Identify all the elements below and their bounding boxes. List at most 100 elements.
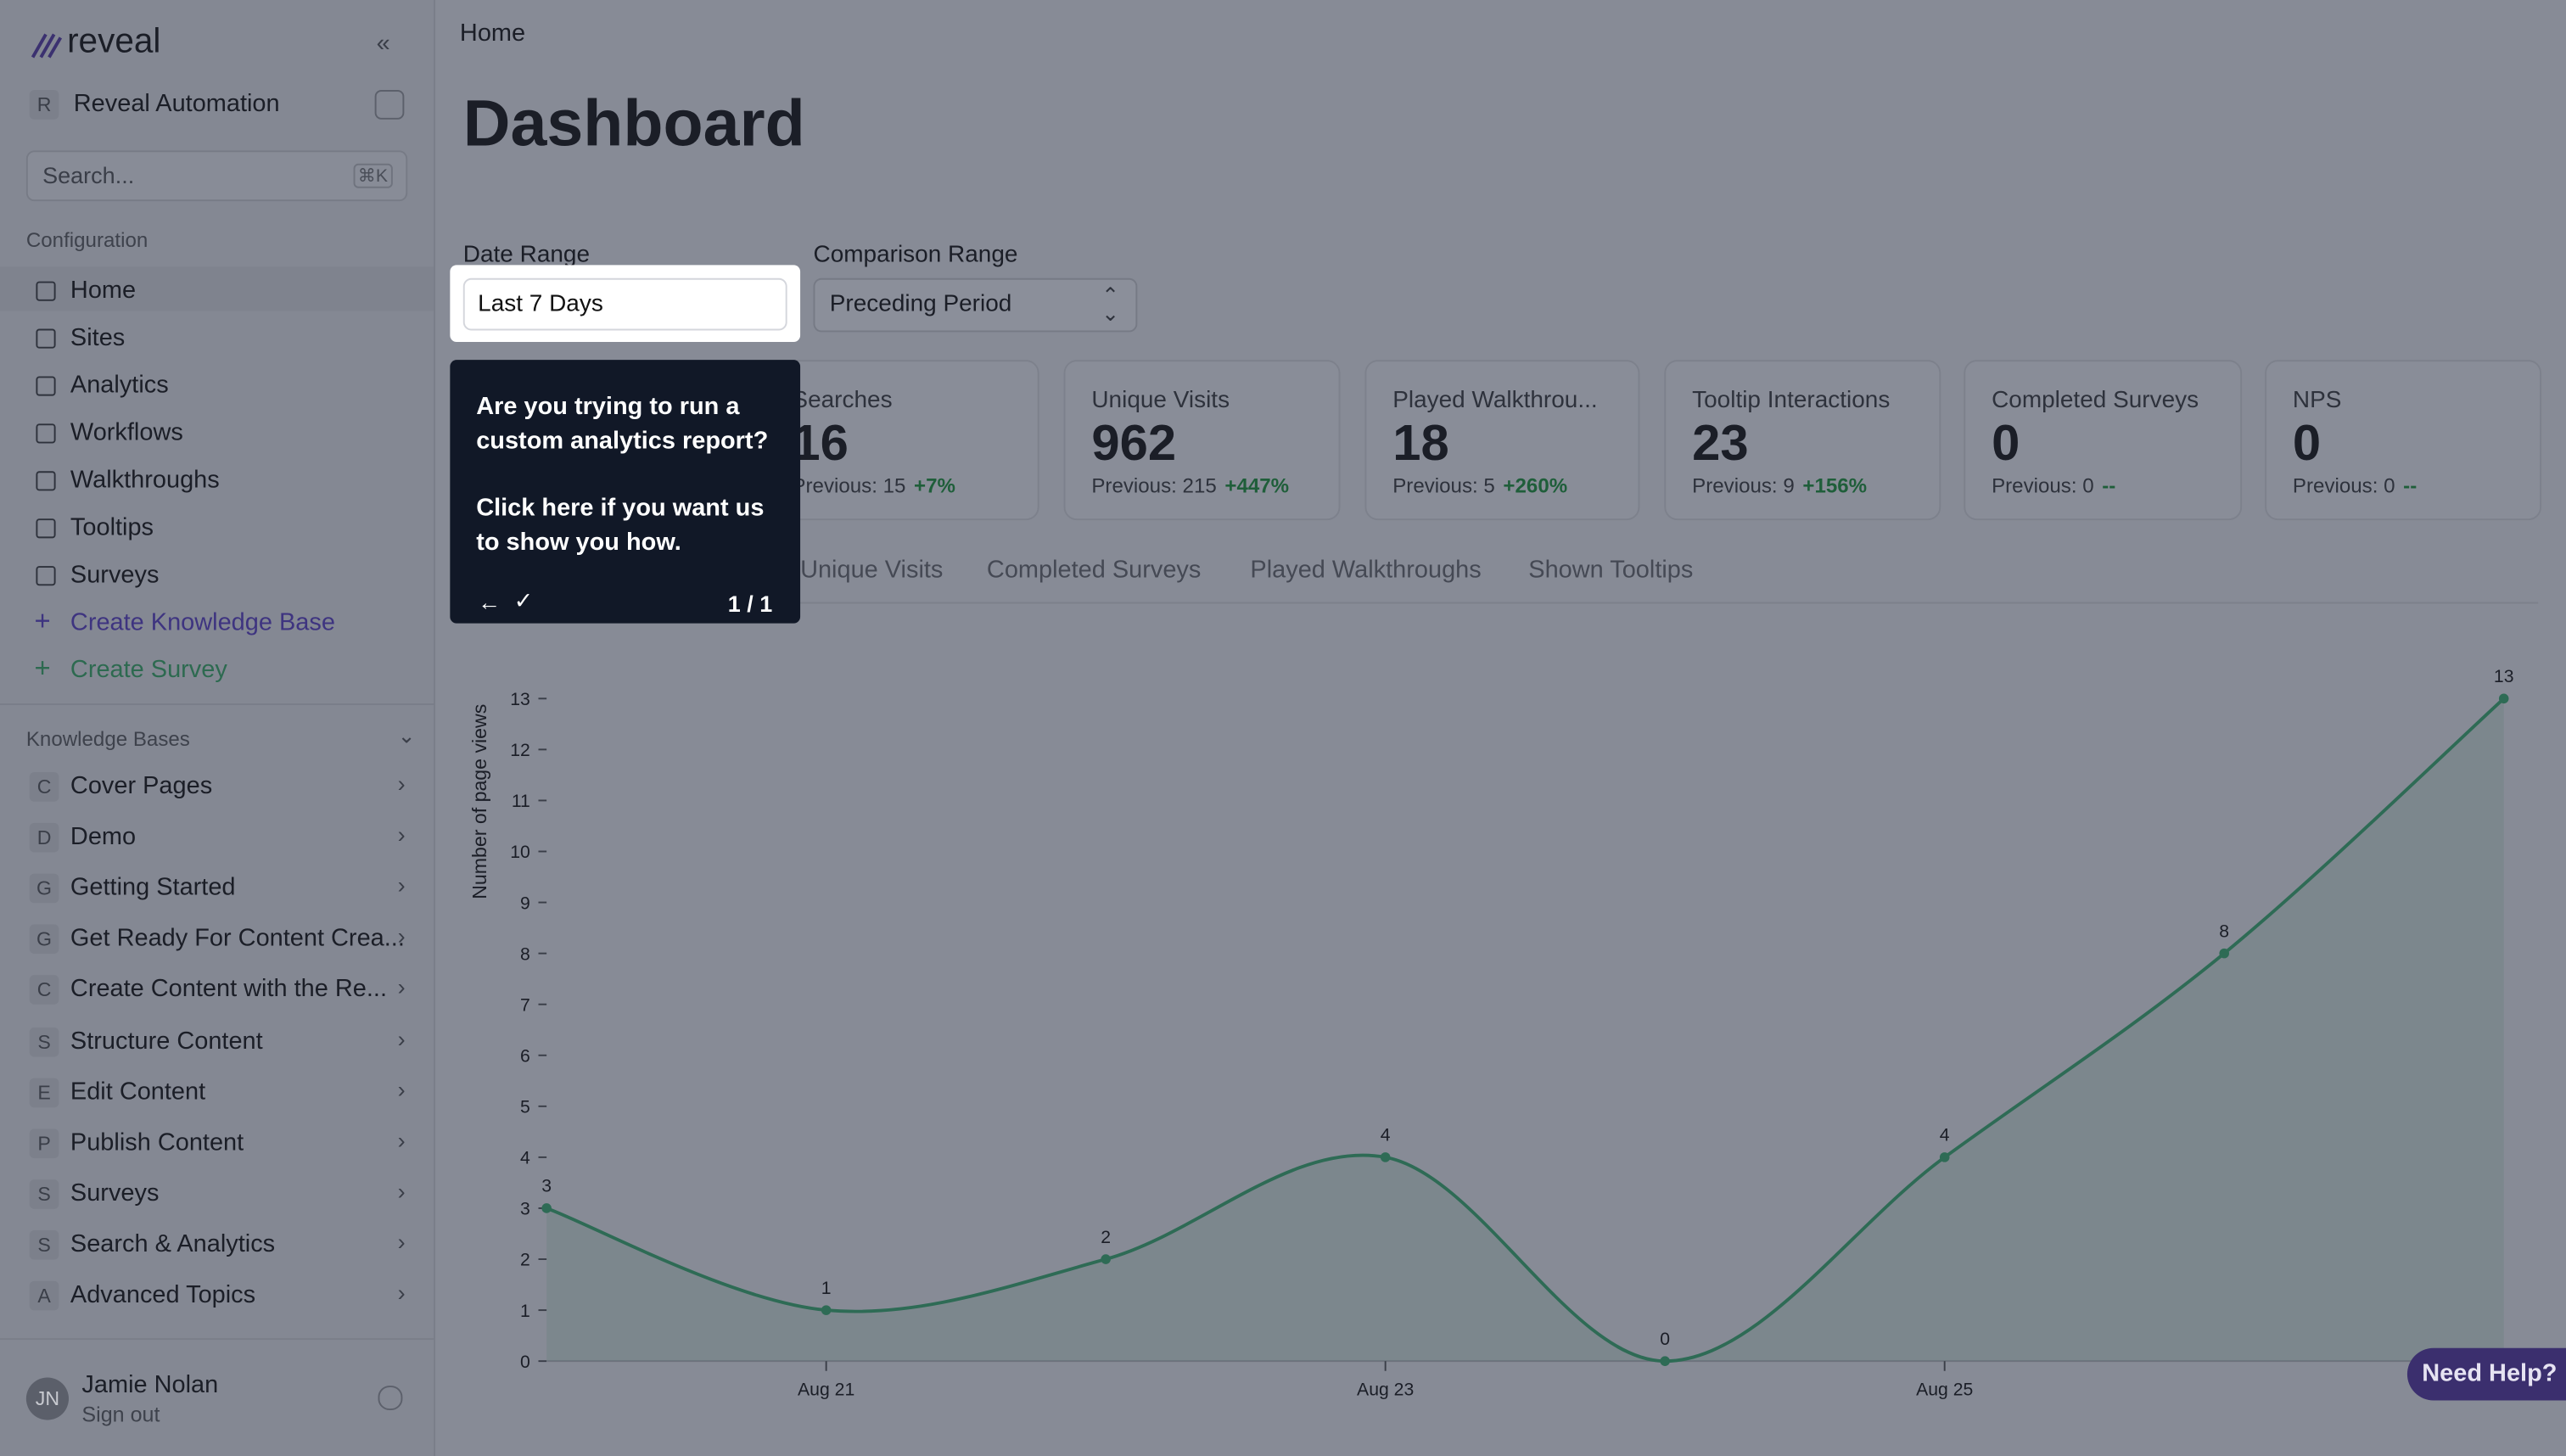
y-tick-label: 0: [520, 1352, 530, 1372]
stat-change: +447%: [1224, 474, 1290, 498]
tab[interactable]: Unique Visits: [800, 556, 944, 585]
nav-item[interactable]: Walkthroughs: [70, 466, 220, 495]
data-label: 4: [1940, 1126, 1950, 1145]
sign-out[interactable]: Sign out: [81, 1402, 160, 1427]
kb-name[interactable]: Surveys: [70, 1179, 160, 1207]
stat-card[interactable]: Unique Visits 962 Previous: 215 +447%: [1063, 360, 1341, 521]
y-tick-label: 3: [520, 1200, 530, 1219]
kb-name[interactable]: Demo: [70, 823, 137, 851]
kb-letter: C: [29, 772, 59, 802]
data-label: 1: [821, 1279, 832, 1298]
x-tick-label: Aug 25: [1916, 1380, 1973, 1400]
kb-letter: C: [29, 975, 59, 1005]
kb-name[interactable]: Advanced Topics: [70, 1280, 256, 1309]
logo-text: reveal: [67, 22, 161, 61]
logo-icon: [30, 33, 63, 59]
org-name: Reveal Automation: [73, 90, 280, 118]
tab-rule: [462, 602, 2539, 604]
tour-prompt: Click here if you want us to show you ho…: [476, 494, 765, 557]
avatar: JN: [25, 1377, 69, 1420]
kb-letter: S: [29, 1026, 59, 1056]
nav-icon: [36, 281, 56, 301]
stat-name: Played Walkthrou...: [1392, 387, 1598, 414]
stat-previous: Previous: 5: [1392, 474, 1495, 498]
search-placeholder: Search...: [42, 161, 135, 188]
stat-value: 962: [1091, 413, 1177, 472]
y-tick-label: 6: [520, 1046, 530, 1066]
kb-letter: E: [29, 1077, 59, 1107]
stat-card[interactable]: Searches 16 Previous: 15 +7%: [764, 360, 1039, 521]
nav-item[interactable]: Workflows: [70, 418, 183, 447]
divider: [0, 703, 434, 706]
stat-card[interactable]: Played Walkthrou... 18 Previous: 5 +260%: [1364, 360, 1640, 521]
nav-icon: [36, 566, 56, 586]
filter-label: Comparison Range: [813, 242, 1018, 269]
org-settings[interactable]: [374, 90, 405, 120]
comparison-select[interactable]: Preceding Period ⌃ ⌄: [813, 277, 1138, 333]
section-heading: Knowledge Bases: [25, 728, 190, 751]
kb-name[interactable]: Structure Content: [70, 1026, 263, 1055]
kb-name[interactable]: Create Content with the Re...: [70, 975, 387, 1004]
data-label: 8: [2219, 921, 2229, 941]
y-tick-label: 2: [520, 1251, 530, 1270]
nav-icon: [36, 518, 56, 539]
kb-name[interactable]: Cover Pages: [70, 772, 213, 800]
nav-item[interactable]: Home: [70, 276, 137, 305]
data-label: 2: [1101, 1228, 1111, 1247]
nav-highlight: [0, 266, 434, 311]
user-settings[interactable]: [378, 1386, 403, 1411]
y-tick-label: 8: [520, 944, 530, 964]
y-axis-label: Number of page views: [468, 704, 490, 899]
user-area: [0, 1338, 434, 1456]
stat-card[interactable]: Completed Surveys 0 Previous: 0 --: [1964, 360, 2243, 521]
nav-item[interactable]: Sites: [70, 323, 126, 352]
point: [1101, 1254, 1111, 1264]
create-link[interactable]: Create Survey: [70, 656, 227, 684]
kb-name[interactable]: Getting Started: [70, 873, 236, 902]
select-value: Last 7 Days: [478, 291, 603, 318]
create-link[interactable]: Create Knowledge Base: [70, 608, 335, 637]
date-select[interactable]: Last 7 Days: [462, 277, 787, 331]
nav-icon: [36, 471, 56, 491]
point: [2498, 693, 2509, 704]
stat-card[interactable]: Tooltip Interactions 23 Previous: 9 +156%: [1664, 360, 1941, 521]
kb-chevron: ›: [397, 1024, 406, 1051]
stat-change: +156%: [1802, 474, 1868, 498]
kb-letter: A: [29, 1280, 59, 1311]
tour-done[interactable]: ✓: [513, 587, 534, 614]
kb-name[interactable]: Search & Analytics: [70, 1229, 276, 1258]
nav-item[interactable]: Tooltips: [70, 513, 154, 542]
kb-chevron: ›: [397, 1279, 406, 1306]
tab[interactable]: Completed Surveys: [986, 556, 1202, 585]
kb-name[interactable]: Edit Content: [70, 1077, 206, 1106]
kb-letter: G: [29, 924, 59, 955]
org-letter: R: [29, 90, 59, 120]
x-tick-label: Aug 23: [1357, 1380, 1414, 1400]
point: [1380, 1152, 1391, 1162]
kb-chevron: ›: [397, 872, 406, 899]
kb-letter: S: [29, 1229, 59, 1260]
kb-chevron: ›: [397, 973, 406, 1000]
help-button[interactable]: Need Help?: [2406, 1347, 2566, 1401]
nav-item[interactable]: Surveys: [70, 561, 160, 590]
stat-value: 16: [792, 413, 849, 472]
stat-name: Unique Visits: [1091, 387, 1230, 414]
tour-highlight: Last 7 Days: [450, 265, 801, 342]
stat-previous: Previous: 0: [2292, 474, 2395, 498]
tab[interactable]: Played Walkthroughs: [1250, 556, 1482, 585]
tour-back[interactable]: ←: [478, 589, 501, 615]
kb-name[interactable]: Publish Content: [70, 1128, 244, 1156]
tab[interactable]: Shown Tooltips: [1528, 556, 1694, 585]
kb-name[interactable]: Get Ready For Content Crea...: [70, 924, 405, 953]
tour-progress: 1 / 1: [727, 591, 773, 617]
collapse-button[interactable]: «: [376, 29, 390, 58]
stat-value: 18: [1392, 413, 1449, 472]
search-box[interactable]: Search... ⌘K: [25, 150, 408, 202]
nav-item[interactable]: Analytics: [70, 371, 169, 400]
stat-change: --: [2102, 474, 2116, 498]
y-tick-label: 11: [512, 792, 530, 811]
stat-card[interactable]: NPS 0 Previous: 0 --: [2265, 360, 2542, 521]
stat-previous: Previous: 9: [1692, 474, 1795, 498]
